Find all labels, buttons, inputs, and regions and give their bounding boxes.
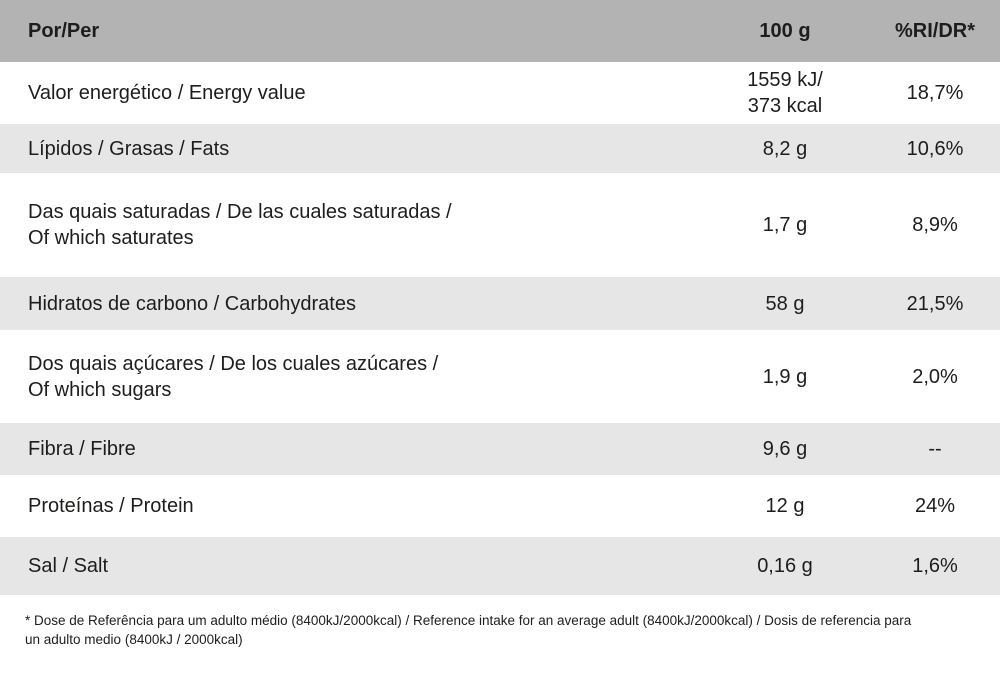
header-col-amount: 100 g — [759, 20, 811, 42]
ri-value: 1,6% — [912, 555, 958, 577]
header-col-per: Por/Per — [28, 20, 100, 42]
nutrient-label: Das quais saturadas / De las cuales satu… — [28, 201, 452, 249]
table-row-fibre: Fibra / Fibre 9,6 g -- — [0, 423, 1000, 475]
table-body: Valor energético / Energy value 1559 kJ/… — [0, 62, 1000, 595]
reference-intake-footnote: * Dose de Referência para um adulto médi… — [25, 613, 912, 647]
nutrient-label: Sal / Salt — [28, 555, 109, 577]
ri-value: 8,9% — [912, 214, 958, 236]
ri-value: 24% — [914, 495, 956, 517]
table-row-protein: Proteínas / Protein 12 g 24% — [0, 475, 1000, 537]
ri-value: 10,6% — [906, 137, 964, 160]
amount-value: 1,7 g — [762, 214, 808, 236]
amount-value: 58 g — [765, 292, 805, 315]
table-row-sugars: Dos quais açúcares / De los cuales azúca… — [0, 330, 1000, 423]
amount-value: 8,2 g — [762, 137, 808, 160]
table-row-carbohydrates: Hidratos de carbono / Carbohydrates 58 g… — [0, 277, 1000, 330]
table-row-salt: Sal / Salt 0,16 g 1,6% — [0, 537, 1000, 595]
nutrient-label: Valor energético / Energy value — [28, 82, 306, 104]
amount-value: 9,6 g — [762, 438, 808, 460]
nutrient-label: Proteínas / Protein — [28, 495, 194, 517]
table-row-fats: Lípidos / Grasas / Fats 8,2 g 10,6% — [0, 124, 1000, 173]
amount-value: 0,16 g — [757, 555, 813, 577]
table-row-saturates: Das quais saturadas / De las cuales satu… — [0, 173, 1000, 277]
nutrient-label: Fibra / Fibre — [28, 438, 136, 460]
ri-value: 2,0% — [912, 365, 958, 388]
header-row: Por/Per 100 g %RI/DR* — [0, 0, 1000, 62]
nutrient-label: Lípidos / Grasas / Fats — [28, 137, 230, 160]
nutrition-facts-table: Por/Per 100 g %RI/DR* Valor energético /… — [0, 0, 1000, 647]
amount-value: 1,9 g — [762, 365, 808, 388]
nutrient-label: Hidratos de carbono / Carbohydrates — [28, 292, 356, 315]
nutrient-label: Dos quais açúcares / De los cuales azúca… — [28, 352, 439, 401]
ri-value: 21,5% — [906, 292, 964, 315]
amount-value: 1559 kJ/ 373 kcal — [747, 69, 823, 117]
header-col-ridr: %RI/DR* — [894, 20, 975, 42]
ri-value: -- — [928, 438, 942, 460]
table-row-energy: Valor energético / Energy value 1559 kJ/… — [0, 62, 1000, 124]
amount-value: 12 g — [765, 495, 805, 517]
ri-value: 18,7% — [906, 82, 964, 104]
